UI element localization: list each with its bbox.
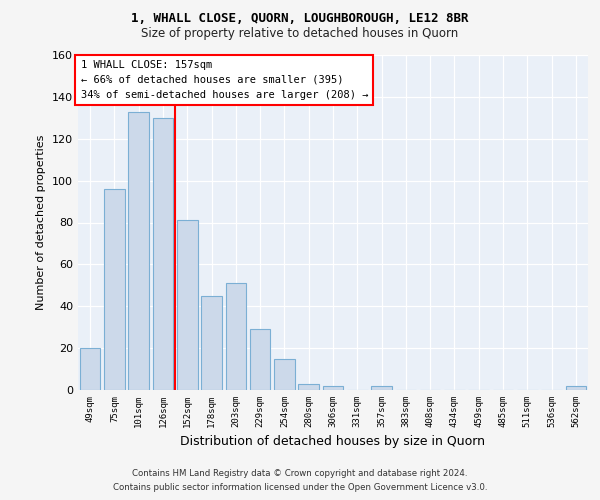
Text: Contains public sector information licensed under the Open Government Licence v3: Contains public sector information licen… <box>113 484 487 492</box>
Y-axis label: Number of detached properties: Number of detached properties <box>37 135 46 310</box>
Bar <box>80 348 100 390</box>
Bar <box>566 386 586 390</box>
Bar <box>226 283 246 390</box>
Text: Size of property relative to detached houses in Quorn: Size of property relative to detached ho… <box>142 28 458 40</box>
Bar <box>298 384 319 390</box>
Bar <box>152 118 173 390</box>
Bar <box>128 112 149 390</box>
Bar <box>274 358 295 390</box>
Bar <box>104 189 125 390</box>
Bar <box>371 386 392 390</box>
Bar <box>323 386 343 390</box>
Text: 1, WHALL CLOSE, QUORN, LOUGHBOROUGH, LE12 8BR: 1, WHALL CLOSE, QUORN, LOUGHBOROUGH, LE1… <box>131 12 469 26</box>
Bar <box>177 220 197 390</box>
Text: 1 WHALL CLOSE: 157sqm
← 66% of detached houses are smaller (395)
34% of semi-det: 1 WHALL CLOSE: 157sqm ← 66% of detached … <box>80 60 368 100</box>
X-axis label: Distribution of detached houses by size in Quorn: Distribution of detached houses by size … <box>181 436 485 448</box>
Bar <box>201 296 222 390</box>
Bar <box>250 330 271 390</box>
Text: Contains HM Land Registry data © Crown copyright and database right 2024.: Contains HM Land Registry data © Crown c… <box>132 468 468 477</box>
